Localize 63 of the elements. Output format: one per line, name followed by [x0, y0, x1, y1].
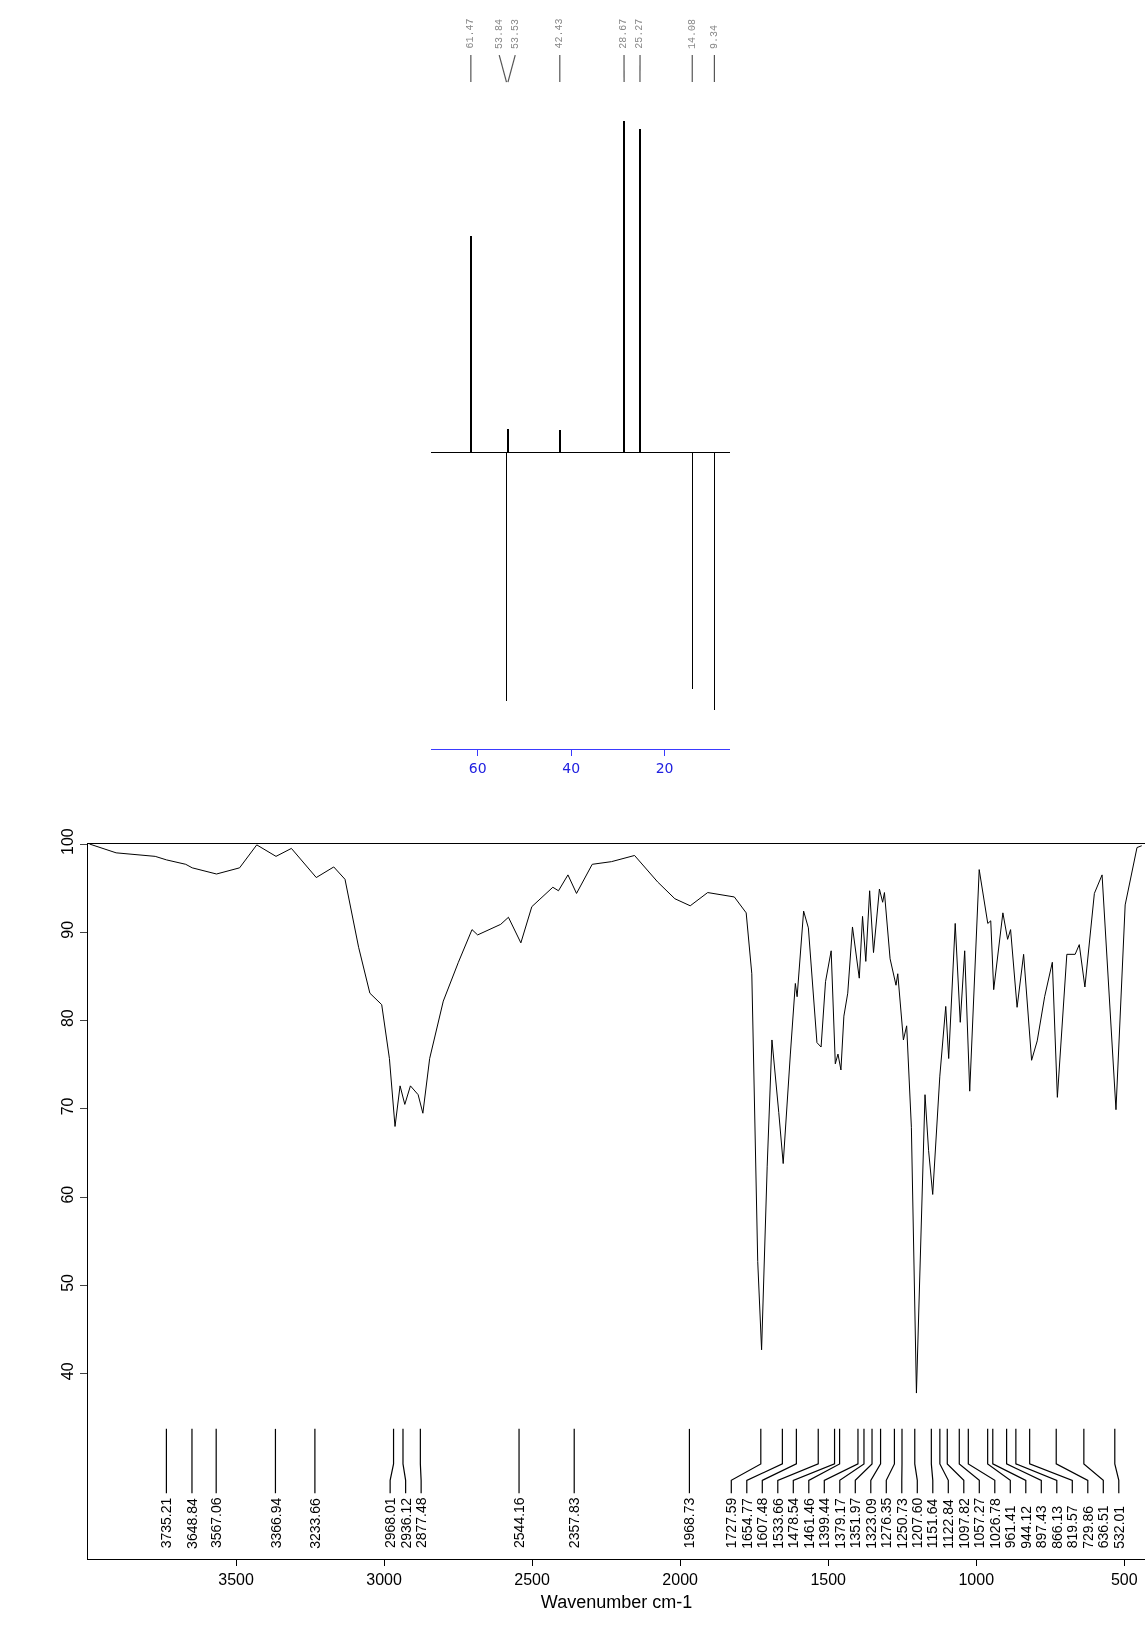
annotation: 897.43	[1033, 1505, 1050, 1549]
x-axis-title: Wavenumber cm-1	[540, 1592, 693, 1613]
x-tick-label: 2000	[662, 1571, 699, 1589]
annotation: 61.47	[465, 18, 477, 49]
annotation: 1097.82	[955, 1497, 972, 1549]
y-tick-label: 90	[59, 920, 77, 939]
x-tick-label: 500	[1110, 1571, 1138, 1589]
x-tick-label: 3500	[218, 1571, 254, 1589]
annotation: 2544.16	[511, 1497, 528, 1548]
annotation: 14.08	[686, 18, 698, 49]
annotation: 1151.64	[924, 1498, 941, 1549]
annotation: 9.34	[708, 25, 720, 50]
x-tick-label: 3000	[366, 1571, 402, 1589]
annotation: 1607.48	[754, 1497, 771, 1549]
annotation: 1478.54	[785, 1497, 802, 1549]
y-tick-label: 80	[59, 1009, 77, 1028]
annotation: 1379.17	[831, 1497, 848, 1549]
annotation: 25.27	[634, 18, 646, 49]
annotation: 28.67	[618, 18, 630, 49]
y-tick-label: 100	[59, 828, 77, 855]
annotation: 42.43	[554, 18, 566, 49]
annotation: 1399.44	[816, 1497, 833, 1549]
annotation: 3233.66	[306, 1498, 323, 1549]
annotation: 3735.21	[158, 1497, 175, 1549]
annotation: 2936.12	[397, 1497, 414, 1549]
annotation: 3366.94	[267, 1497, 284, 1549]
annotation: 1461.46	[800, 1497, 817, 1549]
annotation: 1250.73	[893, 1497, 910, 1549]
annotation: 3567.06	[208, 1497, 225, 1549]
annotation: 961.41	[1002, 1505, 1019, 1549]
annotation: 1207.60	[909, 1497, 926, 1549]
annotation: 866.13	[1048, 1505, 1065, 1549]
annotation: 2357.83	[566, 1497, 583, 1549]
x-tick-label: 40	[562, 760, 581, 776]
y-tick-label: 50	[59, 1273, 77, 1292]
annotation: 1122.84	[939, 1498, 956, 1549]
x-tick-label: 1000	[958, 1571, 995, 1589]
annotation: 944.12	[1017, 1505, 1034, 1549]
annotation: 1057.27	[971, 1497, 988, 1549]
annotation: 1323.09	[862, 1497, 879, 1549]
y-tick-label: 60	[59, 1185, 77, 1204]
annotation: 1654.77	[738, 1497, 755, 1549]
annotation: 1276.35	[878, 1497, 895, 1549]
annotation: 1026.78	[986, 1497, 1003, 1549]
annotation: 2877.48	[413, 1497, 430, 1549]
x-tick-label: 2500	[514, 1571, 551, 1589]
y-tick-label: 70	[59, 1097, 77, 1116]
annotation: 532.01	[1110, 1505, 1127, 1549]
y-tick-label: 40	[59, 1362, 77, 1381]
annotation: 1727.59	[723, 1497, 740, 1549]
annotation: 1351.97	[847, 1497, 864, 1549]
annotation: 819.57	[1064, 1505, 1081, 1549]
x-tick-label: 20	[655, 760, 674, 776]
annotation: 1533.66	[769, 1497, 786, 1549]
annotation: 2968.01	[382, 1497, 399, 1549]
x-tick-label: 60	[468, 760, 487, 776]
annotation: 729.86	[1079, 1505, 1096, 1549]
x-tick-label: 1500	[810, 1571, 847, 1589]
annotation: 1968.73	[681, 1497, 698, 1549]
annotation: 3648.84	[184, 1498, 201, 1549]
annotation: 53.53	[509, 18, 521, 49]
annotation: 53.84	[493, 18, 505, 49]
annotation: 636.51	[1095, 1505, 1112, 1549]
